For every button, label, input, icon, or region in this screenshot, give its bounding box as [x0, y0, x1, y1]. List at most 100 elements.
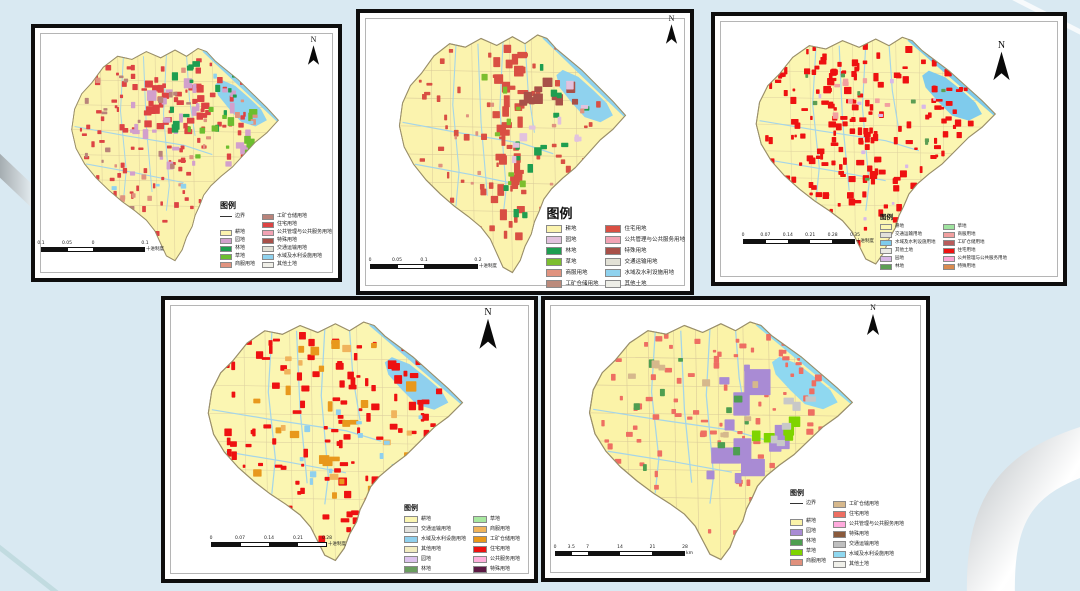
scalebar-tick-label: 0.2 [474, 257, 482, 263]
legend-item-label: 草地 [957, 223, 967, 229]
legend-swatch [219, 245, 232, 252]
legend-swatch [605, 258, 622, 266]
legend-item-label: 公共管理与公共服务用地 [957, 255, 1008, 261]
legend-item: 住宅用地 [605, 225, 685, 233]
legend-item-label: 边界 [234, 213, 245, 219]
legend-title: 图例 [403, 504, 418, 512]
legend-item: 园地 [880, 256, 936, 262]
legend-swatch [546, 280, 563, 288]
legend-item-label: 工矿仓储用地 [565, 280, 599, 287]
legend-column-left: 边界 耕地 园地 林地 草地 商服用地 [219, 213, 255, 268]
scalebar-segment [572, 551, 588, 555]
legend-swatch [261, 222, 274, 228]
scalebar-segment [240, 542, 269, 546]
river-line [607, 450, 732, 473]
scalebar-tick-label: 0 [209, 535, 213, 541]
scalebar-segment [810, 239, 832, 243]
legend-item: 交通运输用地 [605, 258, 685, 266]
boundary-line-icon [219, 216, 232, 218]
legend-swatch [219, 261, 232, 268]
legend-item-label: 特殊用地 [848, 530, 869, 537]
legend-swatch [880, 248, 892, 254]
legend-swatch [832, 551, 846, 558]
legend-item-label: 公共管理与公共服务用地 [276, 229, 332, 236]
legend-item: 其他土地 [880, 248, 936, 254]
legend-5: 图例 边界 耕地 园地 林地 草地 商服用地 工矿仓储用地 住宅用地 公共管理与公共服务用地 特殊用… [789, 488, 904, 568]
legend-item-label: 特殊用地 [489, 565, 510, 572]
legend-swatch [605, 247, 622, 255]
legend-item: 草地 [546, 258, 598, 266]
legend-item: 园地 [219, 237, 255, 244]
river-line [759, 120, 920, 152]
north-label: N [484, 307, 492, 318]
legend-item: 工矿仓储用地 [472, 535, 520, 543]
legend-swatch [546, 247, 563, 255]
legend-item-label: 交通运输用地 [276, 245, 307, 252]
legend-item: 商服用地 [789, 558, 826, 566]
legend-swatch [546, 236, 563, 244]
lake [772, 356, 838, 410]
legend-item-label: 交通运输用地 [420, 525, 451, 532]
legend-item: 商服用地 [219, 261, 255, 268]
legend-spacer [220, 222, 255, 228]
legend-swatch [472, 516, 487, 523]
legend-swatch [472, 556, 487, 563]
legend-swatch [832, 561, 846, 568]
scalebar-4: 0 0.07 0.14 0.21 0.28 十进制度 [209, 535, 346, 547]
scalebar-segment [93, 247, 144, 251]
legend-column-right: 工矿仓储用地 住宅用地 公共管理与公共服务用地 特殊用地 交通运输用地 水域及水利设施用地… [832, 501, 904, 568]
legend-swatch [942, 248, 955, 254]
boundary-line-icon [789, 503, 803, 505]
scalebar-bar: 十进制度 [211, 541, 346, 547]
legend-item-label: 住宅用地 [489, 545, 510, 552]
scalebar-segment [42, 247, 68, 251]
north-arrow-3: N [992, 41, 1011, 82]
scalebar-tick-label: 0.05 [61, 240, 73, 246]
legend-item: 水域及水利设施用地 [403, 536, 466, 543]
legend-item: 住宅用地 [472, 545, 520, 553]
legend-item: 耕地 [880, 224, 936, 230]
legend-item-label: 工矿仓储用地 [489, 535, 520, 542]
legend-item-label: 交通运输用地 [895, 231, 922, 237]
legend-column-right: 草地 商服用地 工矿仓储用地 住宅用地 公共服务用地 特殊用地 [472, 516, 520, 573]
legend-item: 住宅用地 [942, 248, 1008, 254]
legend-item: 工矿仓储用地 [546, 280, 598, 288]
legend-swatch [472, 536, 487, 543]
legend-item-label: 其他土地 [624, 280, 647, 287]
legend-item: 公共管理与公共服务用地 [942, 255, 1008, 262]
river-line [295, 330, 308, 484]
legend-item: 其他土地 [605, 280, 685, 288]
legend-swatch [403, 556, 418, 563]
legend-swatch [880, 224, 892, 230]
legend-swatch [880, 264, 892, 270]
scalebar-tick-label: 0.28 [321, 535, 333, 541]
legend-item-label: 其他土地 [848, 560, 869, 567]
legend-item-label: 交通运输用地 [848, 540, 879, 547]
land-use-map-3 [755, 36, 996, 265]
scalebar-bar: 十进制度 [743, 238, 874, 244]
land-use-map-5 [588, 321, 854, 561]
north-label: N [668, 14, 675, 23]
legend-columns: 边界 耕地 园地 林地 草地 商服用地 工矿仓储用地 住宅用地 公共管理与公共服务用地 特殊用地交… [219, 213, 332, 268]
legend-swatch [261, 246, 274, 252]
legend-item-label: 水域及水利设施用地 [276, 253, 322, 260]
legend-item: 水域及水利设施用地 [605, 269, 685, 277]
scalebar-segment [652, 551, 684, 555]
map-panel-2: N 图例 耕地 园地 林地 草地 商服用地 工矿仓储用地 住宅用地 公共管理与公共服务用地 特殊用… [356, 9, 694, 295]
legend-item-label: 草地 [234, 252, 245, 259]
scalebar-labels: 0 0.05 0.1 0.2 [369, 257, 482, 264]
legend-item-label: 耕地 [234, 228, 245, 235]
scalebar-segment [297, 542, 326, 546]
map-drawing-3 [723, 24, 1055, 274]
legend-item: 耕地 [789, 518, 826, 526]
legend-swatch [403, 536, 418, 543]
scalebar-tick-label: 0.07 [234, 535, 246, 541]
scalebar-tick-label: 0.05 [391, 257, 403, 263]
scalebar-tick-label: 0.14 [782, 232, 793, 238]
scalebar-labels: 0 0.07 0.14 0.21 0.28 [209, 535, 332, 542]
legend-swatch [832, 501, 846, 508]
river-line [888, 43, 900, 131]
legend-item-label: 水域及水利设施用地 [848, 550, 894, 557]
legend-swatch [261, 254, 274, 260]
